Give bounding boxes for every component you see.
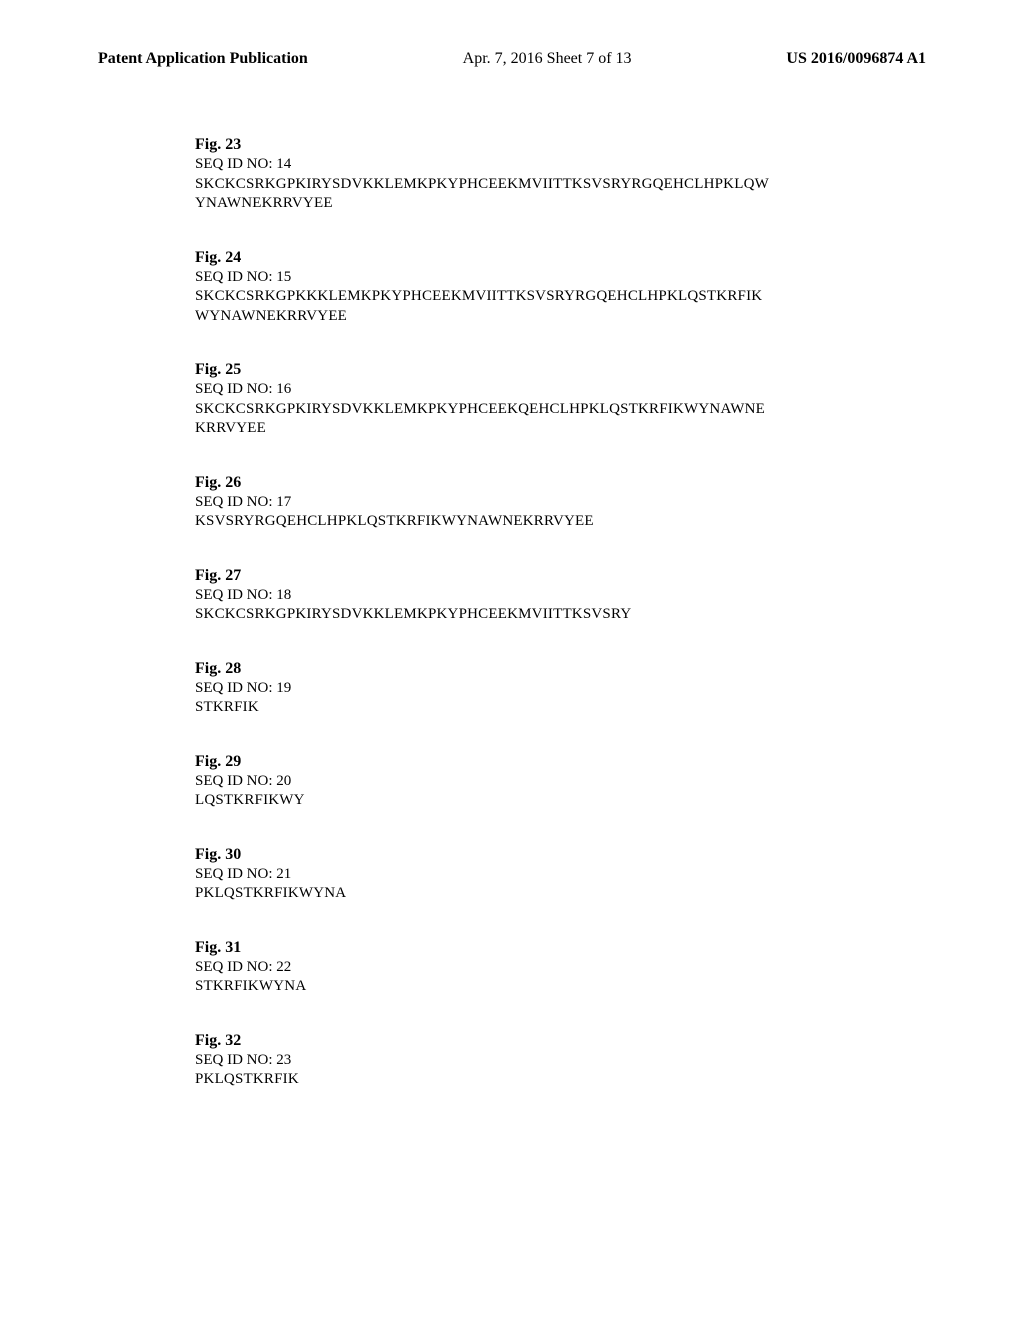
- seq-id-label: SEQ ID NO: 21: [195, 865, 895, 885]
- sequence-line: KRRVYEE: [195, 419, 895, 439]
- sequence-line: SKCKCSRKGPKKKLEMKPKYPHCEEKMVIITTKSVSRYRG…: [195, 287, 895, 307]
- seq-id-label: SEQ ID NO: 15: [195, 268, 895, 288]
- sequence-line: PKLQSTKRFIK: [195, 1070, 895, 1090]
- figure-block: Fig. 27 SEQ ID NO: 18 SKCKCSRKGPKIRYSDVK…: [195, 566, 895, 625]
- figure-block: Fig. 28 SEQ ID NO: 19 STKRFIK: [195, 659, 895, 718]
- sequence-line: WYNAWNEKRRVYEE: [195, 307, 895, 327]
- figure-block: Fig. 24 SEQ ID NO: 15 SKCKCSRKGPKKKLEMKP…: [195, 248, 895, 327]
- figure-block: Fig. 31 SEQ ID NO: 22 STKRFIKWYNA: [195, 938, 895, 997]
- figure-title: Fig. 27: [195, 566, 895, 586]
- sequence-line: SKCKCSRKGPKIRYSDVKKLEMKPKYPHCEEKMVIITTKS…: [195, 605, 895, 625]
- sequence-line: YNAWNEKRRVYEE: [195, 194, 895, 214]
- seq-id-label: SEQ ID NO: 18: [195, 586, 895, 606]
- figure-title: Fig. 29: [195, 752, 895, 772]
- seq-id-label: SEQ ID NO: 22: [195, 958, 895, 978]
- figure-title: Fig. 24: [195, 248, 895, 268]
- sequence-line: PKLQSTKRFIKWYNA: [195, 884, 895, 904]
- sequence-line: SKCKCSRKGPKIRYSDVKKLEMKPKYPHCEEKMVIITTKS…: [195, 175, 895, 195]
- figure-title: Fig. 31: [195, 938, 895, 958]
- figure-title: Fig. 26: [195, 473, 895, 493]
- page-header: Patent Application Publication Apr. 7, 2…: [0, 50, 1024, 68]
- figure-title: Fig. 25: [195, 360, 895, 380]
- header-sheet-info: Apr. 7, 2016 Sheet 7 of 13: [463, 50, 632, 68]
- figure-block: Fig. 29 SEQ ID NO: 20 LQSTKRFIKWY: [195, 752, 895, 811]
- sequence-line: SKCKCSRKGPKIRYSDVKKLEMKPKYPHCEEKQEHCLHPK…: [195, 400, 895, 420]
- figure-block: Fig. 23 SEQ ID NO: 14 SKCKCSRKGPKIRYSDVK…: [195, 135, 895, 214]
- figure-block: Fig. 32 SEQ ID NO: 23 PKLQSTKRFIK: [195, 1031, 895, 1090]
- figure-title: Fig. 30: [195, 845, 895, 865]
- sequence-line: STKRFIK: [195, 698, 895, 718]
- seq-id-label: SEQ ID NO: 14: [195, 155, 895, 175]
- figure-title: Fig. 23: [195, 135, 895, 155]
- seq-id-label: SEQ ID NO: 23: [195, 1051, 895, 1071]
- seq-id-label: SEQ ID NO: 17: [195, 493, 895, 513]
- seq-id-label: SEQ ID NO: 20: [195, 772, 895, 792]
- figure-block: Fig. 26 SEQ ID NO: 17 KSVSRYRGQEHCLHPKLQ…: [195, 473, 895, 532]
- header-publication: Patent Application Publication: [98, 50, 308, 68]
- figure-block: Fig. 25 SEQ ID NO: 16 SKCKCSRKGPKIRYSDVK…: [195, 360, 895, 439]
- figure-title: Fig. 32: [195, 1031, 895, 1051]
- header-publication-number: US 2016/0096874 A1: [786, 50, 926, 68]
- sequence-line: LQSTKRFIKWY: [195, 791, 895, 811]
- seq-id-label: SEQ ID NO: 19: [195, 679, 895, 699]
- figure-block: Fig. 30 SEQ ID NO: 21 PKLQSTKRFIKWYNA: [195, 845, 895, 904]
- seq-id-label: SEQ ID NO: 16: [195, 380, 895, 400]
- figure-title: Fig. 28: [195, 659, 895, 679]
- sequence-line: STKRFIKWYNA: [195, 977, 895, 997]
- sequence-line: KSVSRYRGQEHCLHPKLQSTKRFIKWYNAWNEKRRVYEE: [195, 512, 895, 532]
- figure-listing: Fig. 23 SEQ ID NO: 14 SKCKCSRKGPKIRYSDVK…: [195, 135, 895, 1124]
